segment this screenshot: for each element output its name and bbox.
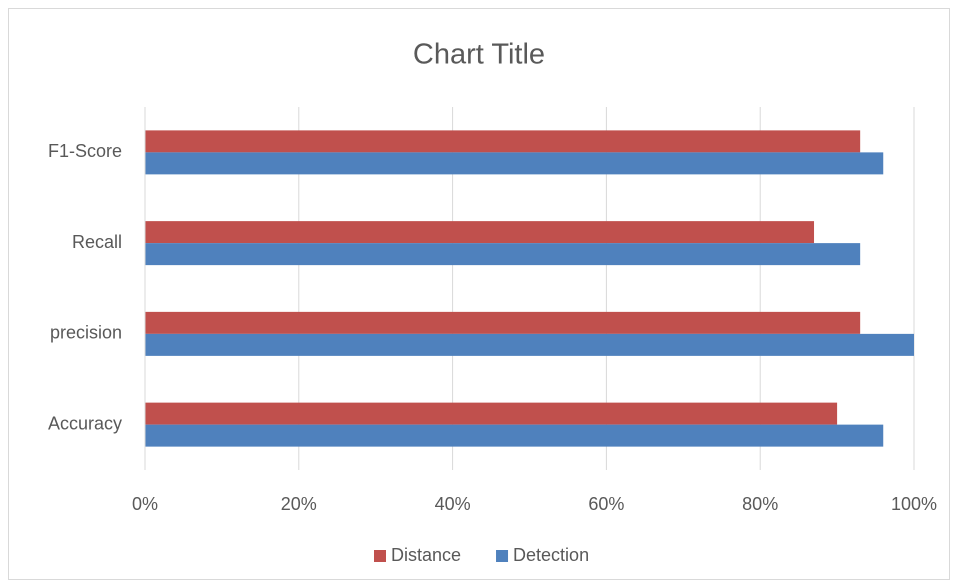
bar <box>145 221 815 244</box>
y-tick-label: F1-Score <box>48 141 122 161</box>
y-tick-label: Accuracy <box>48 413 122 433</box>
legend-label: Distance <box>391 545 461 565</box>
x-tick-label: 40% <box>435 494 471 514</box>
bar <box>145 130 861 153</box>
x-tick-label: 80% <box>742 494 778 514</box>
y-tick-label: Recall <box>72 232 122 252</box>
legend-label: Detection <box>513 545 589 565</box>
bar <box>145 243 861 266</box>
bar <box>145 402 838 425</box>
bar <box>145 311 861 334</box>
x-tick-label: 0% <box>132 494 158 514</box>
y-tick-label: precision <box>50 323 122 343</box>
x-tick-label: 20% <box>281 494 317 514</box>
bar <box>145 333 914 356</box>
bar <box>145 424 884 447</box>
legend-swatch <box>496 550 509 562</box>
chart-border <box>8 8 950 580</box>
x-tick-label: 100% <box>891 494 937 514</box>
legend-swatch <box>374 550 386 562</box>
chart-title: Chart Title <box>413 39 545 71</box>
x-tick-label: 60% <box>588 494 624 514</box>
bar <box>145 152 884 175</box>
